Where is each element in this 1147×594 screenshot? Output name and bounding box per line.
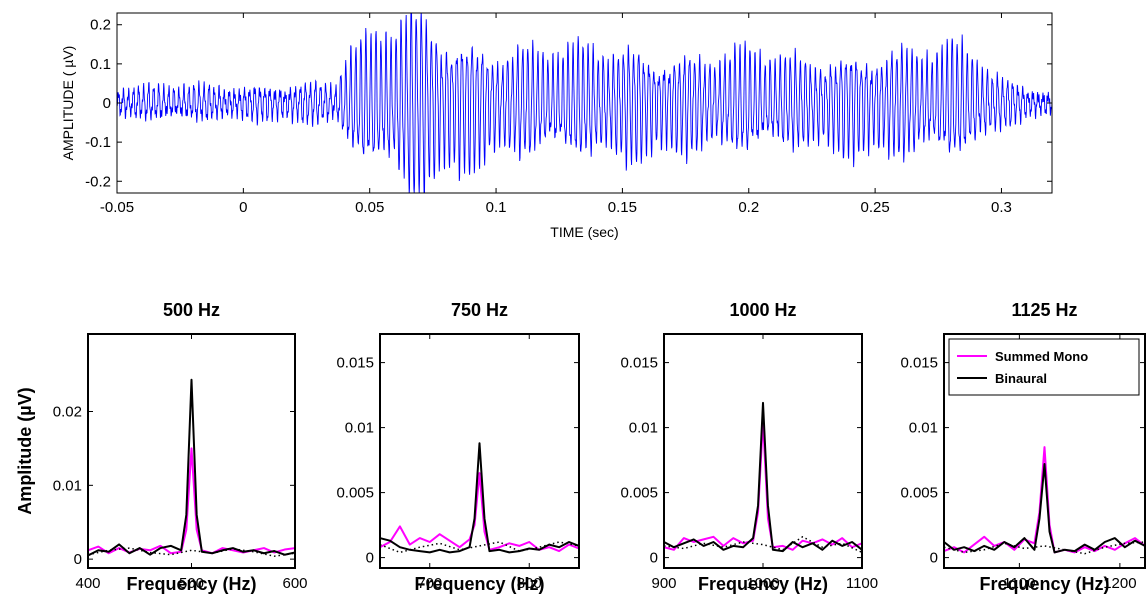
legend-entry-label: Summed Mono (995, 349, 1088, 364)
y-tick-label: 0.005 (336, 485, 374, 502)
noise-floor-line (944, 541, 1145, 555)
x-axis-label: Frequency (Hz) (126, 574, 256, 594)
summed-mono-line (88, 447, 295, 555)
x-tick-label: 1100 (1003, 575, 1035, 592)
y-tick-label: 0 (103, 95, 111, 112)
panel-title: 750 Hz (451, 300, 508, 320)
panel-title: 1000 Hz (729, 300, 796, 320)
y-tick-label: 0 (74, 551, 82, 568)
summed-mono-line (664, 420, 862, 551)
y-tick-label: -0.2 (85, 173, 111, 190)
y-tick-label: 0 (930, 550, 938, 567)
x-tick-label: 1000 (746, 575, 779, 592)
spectrum-series-group (664, 401, 862, 554)
x-tick-label: 0.2 (738, 199, 759, 216)
spectrum-plot-frame (943, 333, 1146, 569)
binaural-line (944, 463, 1145, 554)
y-tick-label: 0.02 (53, 404, 82, 421)
x-tick-label: 1200 (1103, 575, 1136, 592)
panel-title: 1125 Hz (1011, 300, 1077, 320)
y-tick-label: 0.015 (336, 355, 374, 372)
axis-ticks: 400 500 600 0 0.01 0.02 (53, 334, 308, 592)
x-tick-label: 600 (282, 575, 307, 592)
binaural-line (380, 442, 579, 554)
x-axis-label: Frequency (Hz) (979, 574, 1109, 594)
x-tick-label: -0.05 (100, 199, 134, 216)
x-axis-label: Frequency (Hz) (698, 574, 828, 594)
panel-title: 500 Hz (163, 300, 220, 320)
x-tick-label: 800 (517, 575, 542, 592)
legend-entry-label: Binaural (995, 371, 1047, 386)
axis-ticks: 1100 1200 0 0.005 0.01 0.015 (900, 334, 1145, 592)
axis-ticks: -0.05 0 0.05 0.1 0.15 0.2 0.25 0.3 -0.2 -0.1 0 0.1 0… (85, 13, 1052, 216)
x-tick-label: 0.25 (861, 199, 890, 216)
spectrum-series-group (944, 446, 1145, 555)
spectrum-series-group (380, 442, 579, 554)
x-tick-label: 500 (179, 575, 204, 592)
y-tick-label: 0.1 (90, 56, 111, 73)
x-tick-label: 0.15 (608, 199, 637, 216)
x-tick-label: 700 (417, 575, 442, 592)
y-axis-label: AMPLITUDE ( µV) (60, 46, 76, 161)
y-tick-label: -0.1 (85, 134, 111, 151)
legend-box (948, 338, 1140, 396)
summed-mono-line (944, 446, 1145, 554)
x-tick-label: 400 (75, 575, 100, 592)
y-tick-label: 0.01 (53, 477, 82, 494)
x-axis-label: TIME (sec) (550, 224, 618, 240)
x-tick-label: 0 (239, 199, 247, 216)
y-tick-label: 0.01 (909, 420, 938, 437)
y-tick-label: 0.005 (900, 485, 938, 502)
y-tick-label: 0.2 (90, 17, 111, 34)
spectrum-plot-frame (663, 333, 863, 569)
summed-mono-line (380, 472, 579, 553)
x-tick-label: 1100 (846, 575, 878, 592)
y-tick-label: 0 (366, 550, 374, 567)
y-tick-label: 0.015 (620, 355, 658, 372)
spectrum-series-group (88, 378, 295, 557)
y-axis-label: Amplitude (µV) (15, 387, 35, 514)
y-tick-label: 0 (650, 550, 658, 567)
spectrum-plot-frame (379, 333, 580, 569)
axis-ticks: 700 800 0 0.005 0.01 0.015 (336, 334, 579, 592)
y-tick-label: 0.005 (620, 485, 658, 502)
axis-ticks: 900 1000 1100 0 0.005 0.01 0.015 (620, 334, 878, 592)
noise-floor-line (88, 547, 295, 557)
x-tick-label: 0.1 (486, 199, 507, 216)
y-tick-label: 0.01 (345, 420, 374, 437)
x-tick-label: 0.3 (991, 199, 1012, 216)
legend: Summed Mono Binaural (948, 338, 1140, 396)
y-tick-label: 0.015 (900, 355, 938, 372)
binaural-line (88, 378, 295, 557)
x-tick-label: 900 (651, 575, 676, 592)
waveform-trace (117, 13, 1052, 193)
y-tick-label: 0.01 (629, 420, 658, 437)
x-tick-label: 0.05 (355, 199, 384, 216)
x-axis-label: Frequency (Hz) (414, 574, 544, 594)
